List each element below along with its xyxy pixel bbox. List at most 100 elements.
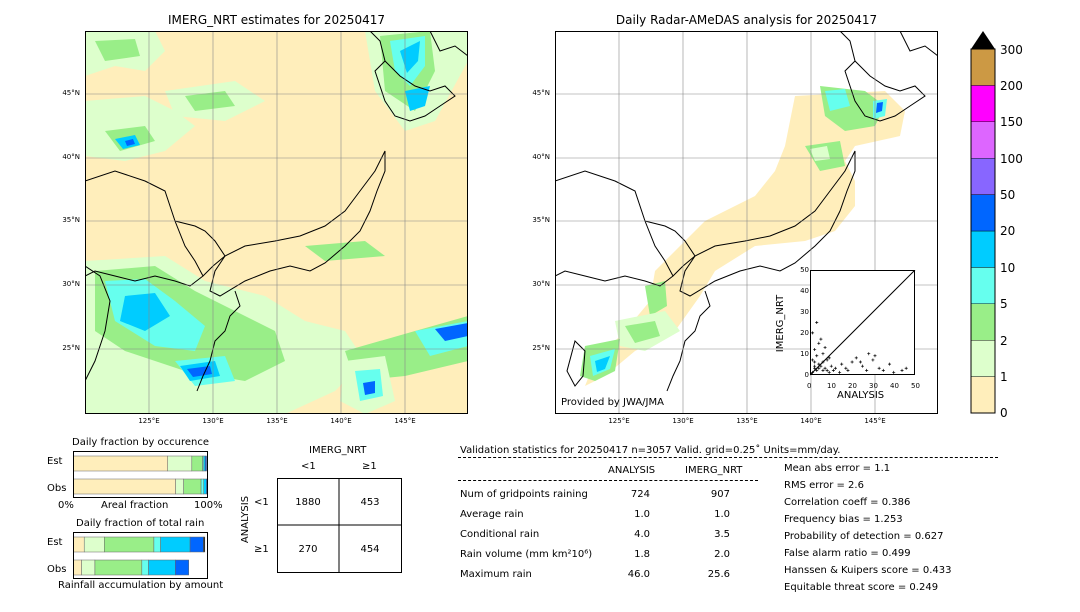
score-false-alarm-ratio: False alarm ratio = 0.499 bbox=[784, 548, 911, 559]
fraction-bar-segment bbox=[160, 536, 191, 553]
scatter-x-tick: 30 bbox=[869, 382, 878, 390]
validation-row-imerg: 25.6 bbox=[707, 569, 730, 580]
fraction-bar-segment bbox=[200, 478, 204, 495]
scatter-point bbox=[900, 368, 904, 372]
colorbar-band bbox=[970, 303, 996, 341]
occurrence-label-est: Est bbox=[47, 456, 63, 467]
validation-row-label: Num of gridpoints raining bbox=[460, 489, 588, 500]
scatter-point bbox=[854, 356, 858, 360]
colorbar-band bbox=[970, 48, 996, 86]
colorbar-frame bbox=[970, 48, 996, 414]
score-rms-error: RMS error = 2.6 bbox=[784, 480, 864, 491]
scatter-point bbox=[831, 368, 835, 372]
fraction-bar-segment bbox=[167, 455, 193, 472]
radar-lon-tick: 145°E bbox=[864, 417, 886, 425]
colorbar-over-arrow bbox=[971, 31, 995, 49]
fraction-bar-segment bbox=[204, 455, 207, 472]
validation-row-label: Maximum rain bbox=[460, 569, 532, 580]
score-mean-abs-error: Mean abs error = 1.1 bbox=[784, 463, 891, 474]
fraction-bar-segment bbox=[73, 536, 85, 553]
radar-lon-tick: 140°E bbox=[800, 417, 822, 425]
scatter-point bbox=[867, 352, 871, 356]
total-rain-title: Daily fraction of total rain bbox=[76, 518, 205, 529]
scatter-point bbox=[825, 368, 829, 372]
validation-row-imerg: 907 bbox=[710, 489, 730, 500]
imerg-map bbox=[85, 31, 468, 414]
scatter-point bbox=[811, 358, 815, 362]
fraction-bar-segment bbox=[148, 559, 176, 576]
imerg-map-title: IMERG_NRT estimates for 20250417 bbox=[168, 13, 385, 27]
radar-lat-tick: 35°N bbox=[532, 216, 550, 224]
colorbar-band bbox=[970, 157, 996, 195]
validation-divider bbox=[458, 457, 998, 458]
radar-map-frame bbox=[555, 31, 938, 414]
scatter-point bbox=[877, 366, 881, 370]
scatter-x-tick: 40 bbox=[890, 382, 899, 390]
colorbar-tick: 100 bbox=[1000, 152, 1023, 166]
imerg-lat-tick: 35°N bbox=[62, 216, 80, 224]
colorbar-tick: 50 bbox=[1000, 188, 1016, 202]
scatter-point bbox=[838, 370, 842, 374]
scatter-point bbox=[861, 364, 864, 368]
occurrence-frame bbox=[73, 451, 208, 498]
validation-row-imerg: 3.5 bbox=[714, 529, 730, 540]
scatter-point bbox=[850, 360, 854, 364]
validation-row-imerg: 2.0 bbox=[714, 549, 730, 560]
validation-row-analysis: 46.0 bbox=[627, 569, 650, 580]
scatter-point bbox=[827, 370, 831, 374]
scatter-point bbox=[873, 354, 877, 358]
scatter-y-label: IMERG_NRT bbox=[775, 294, 787, 353]
scatter-x-tick: 0 bbox=[807, 382, 812, 390]
fraction-bar-segment bbox=[94, 559, 143, 576]
fraction-bar-segment bbox=[203, 478, 207, 495]
contingency-col-label: <1 bbox=[301, 461, 316, 472]
scatter-x-label: ANALYSIS bbox=[837, 390, 885, 401]
scatter-y-tick: 50 bbox=[800, 266, 809, 274]
colorbar-band bbox=[970, 376, 996, 414]
fraction-bar-segment bbox=[203, 536, 206, 553]
colorbar-tick: 200 bbox=[1000, 79, 1023, 93]
colorbar-tick: 1 bbox=[1000, 370, 1008, 384]
scatter-point bbox=[817, 341, 821, 345]
occurrence-title: Daily fraction by occurence bbox=[72, 437, 210, 448]
scatter-point bbox=[825, 358, 829, 362]
imerg-lat-tick: 30°N bbox=[62, 280, 80, 288]
radar-lat-tick: 25°N bbox=[532, 344, 550, 352]
imerg-lon-tick: 140°E bbox=[330, 417, 352, 425]
validation-row-analysis: 1.0 bbox=[634, 509, 650, 520]
colorbar-band bbox=[970, 121, 996, 159]
scatter-point bbox=[881, 368, 885, 372]
occurrence-x-label: Areal fraction bbox=[101, 500, 169, 511]
colorbar-tick: 5 bbox=[1000, 297, 1008, 311]
scatter-x-tick: 20 bbox=[848, 382, 857, 390]
scatter-one-to-one-line bbox=[810, 270, 916, 376]
validation-row-label: Average rain bbox=[460, 509, 524, 520]
colorbar-tick: 300 bbox=[1000, 43, 1023, 57]
score-correlation: Correlation coeff = 0.386 bbox=[784, 497, 911, 508]
scatter-point bbox=[904, 366, 908, 370]
imerg-lon-tick: 135°E bbox=[266, 417, 288, 425]
fraction-bar-segment bbox=[183, 478, 202, 495]
total-rain-x-label: Rainfall accumulation by amount bbox=[58, 580, 224, 591]
imerg-lon-tick: 130°E bbox=[202, 417, 224, 425]
scatter-point bbox=[815, 354, 819, 358]
validation-row-label: Conditional rain bbox=[460, 529, 540, 540]
colorbar-tick: 0 bbox=[1000, 406, 1008, 420]
scatter-point bbox=[844, 366, 848, 370]
scatter-point bbox=[811, 370, 815, 374]
radar-lat-tick: 30°N bbox=[532, 280, 550, 288]
total-rain-bars bbox=[73, 532, 208, 579]
scatter-plot bbox=[810, 270, 916, 376]
contingency-col-label: ≥1 bbox=[362, 461, 377, 472]
validation-col-imerg: IMERG_NRT bbox=[685, 465, 743, 476]
fraction-bar-segment bbox=[191, 455, 203, 472]
scatter-point bbox=[819, 364, 823, 368]
contingency-cell: 1880 bbox=[295, 497, 321, 508]
scatter-y-tick: 10 bbox=[800, 350, 809, 358]
colorbar-tick: 10 bbox=[1000, 261, 1016, 275]
scatter-y-tick: 30 bbox=[800, 308, 809, 316]
contingency-cell: 270 bbox=[298, 544, 318, 555]
scatter-point bbox=[819, 337, 823, 341]
contingency-row-label: <1 bbox=[254, 497, 269, 508]
validation-header: Validation statistics for 20250417 n=305… bbox=[460, 445, 841, 456]
